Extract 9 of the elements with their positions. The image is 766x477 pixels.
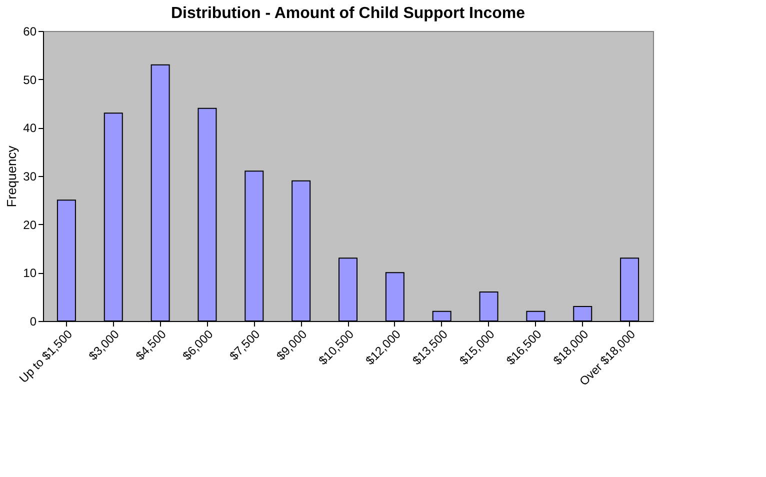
chart-title: Distribution - Amount of Child Support Income bbox=[170, 5, 526, 22]
y-tick-label: 0 bbox=[30, 314, 37, 328]
y-axis-title: Frequency bbox=[4, 145, 20, 208]
y-tick-label: 50 bbox=[23, 72, 37, 87]
y-tick-label: 40 bbox=[23, 121, 37, 136]
y-tick-label: 10 bbox=[23, 266, 37, 280]
y-tick-label: 60 bbox=[23, 24, 37, 38]
y-tick-label: 30 bbox=[23, 170, 37, 184]
y-tick-label: 20 bbox=[23, 218, 37, 232]
